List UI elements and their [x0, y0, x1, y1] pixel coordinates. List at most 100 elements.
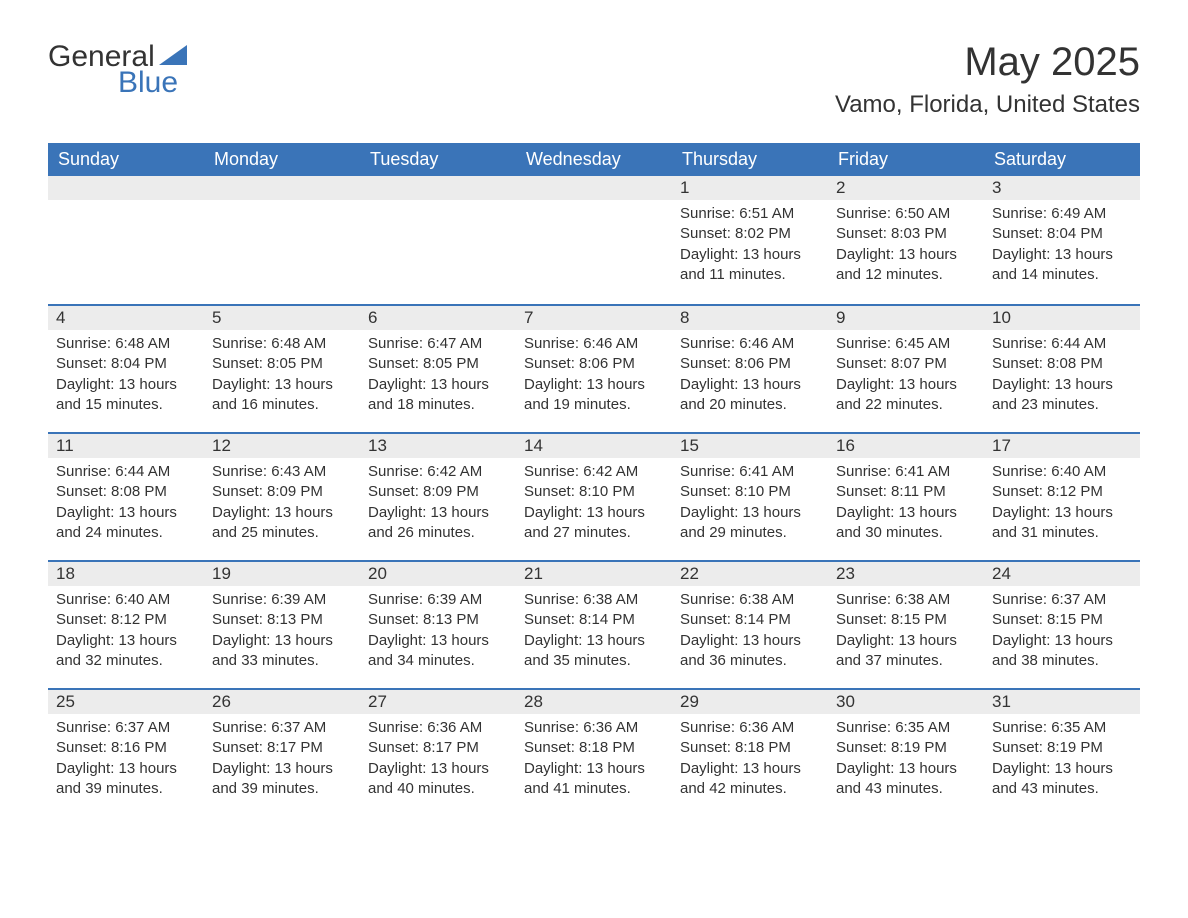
sunrise-line: Sunrise: 6:37 AM — [56, 718, 196, 738]
day-body: Sunrise: 6:44 AMSunset: 8:08 PMDaylight:… — [48, 458, 204, 551]
daylight-line: Daylight: 13 hours and 37 minutes. — [836, 631, 976, 672]
calendar-cell: 31Sunrise: 6:35 AMSunset: 8:19 PMDayligh… — [984, 688, 1140, 816]
calendar-cell: 7Sunrise: 6:46 AMSunset: 8:06 PMDaylight… — [516, 304, 672, 432]
day-body: Sunrise: 6:37 AMSunset: 8:16 PMDaylight:… — [48, 714, 204, 807]
calendar-cell — [360, 176, 516, 304]
calendar-cell: 19 Sunrise: 6:39 AMSunset: 8:13 PMDayligh… — [204, 560, 360, 688]
sunrise-line: Sunrise: 6:36 AM — [680, 718, 820, 738]
day-body: Sunrise: 6:38 AMSunset: 8:15 PMDaylight:… — [828, 586, 984, 679]
day-number: 10 — [984, 304, 1140, 330]
sunrise-line: Sunrise: 6:48 AM — [212, 334, 352, 354]
calendar-cell: 23Sunrise: 6:38 AMSunset: 8:15 PMDayligh… — [828, 560, 984, 688]
day-number: 19 — [204, 560, 360, 586]
empty-day-bar — [48, 176, 204, 200]
day-body: Sunrise: 6:38 AMSunset: 8:14 PMDaylight:… — [516, 586, 672, 679]
sunrise-line: Sunrise: 6:40 AM — [992, 462, 1132, 482]
sunrise-line: Sunrise: 6:37 AM — [212, 718, 352, 738]
calendar-cell: 10Sunrise: 6:44 AMSunset: 8:08 PMDayligh… — [984, 304, 1140, 432]
sunrise-line: Sunrise: 6:41 AM — [680, 462, 820, 482]
sunrise-line: Sunrise: 6:38 AM — [524, 590, 664, 610]
daylight-line: Daylight: 13 hours and 39 minutes. — [56, 759, 196, 800]
weekday-header: Thursday — [672, 143, 828, 176]
daylight-line: Daylight: 13 hours and 43 minutes. — [992, 759, 1132, 800]
weekday-header: Wednesday — [516, 143, 672, 176]
day-body: Sunrise: 6:46 AMSunset: 8:06 PMDaylight:… — [672, 330, 828, 423]
page-header: General Blue May 2025 Vamo, Florida, Uni… — [48, 40, 1140, 119]
day-number: 17 — [984, 432, 1140, 458]
calendar-table: SundayMondayTuesdayWednesdayThursdayFrid… — [48, 143, 1140, 816]
calendar-header-row: SundayMondayTuesdayWednesdayThursdayFrid… — [48, 143, 1140, 176]
day-body: Sunrise: 6:49 AMSunset: 8:04 PMDaylight:… — [984, 200, 1140, 293]
day-body: Sunrise: 6:48 AMSunset: 8:05 PMDaylight:… — [204, 330, 360, 423]
sunset-line: Sunset: 8:19 PM — [992, 738, 1132, 758]
calendar-cell — [204, 176, 360, 304]
weekday-header: Tuesday — [360, 143, 516, 176]
daylight-line: Daylight: 13 hours and 33 minutes. — [212, 631, 352, 672]
weekday-header: Friday — [828, 143, 984, 176]
sunset-line: Sunset: 8:13 PM — [212, 610, 352, 630]
day-number: 30 — [828, 688, 984, 714]
day-number: 3 — [984, 176, 1140, 200]
sunrise-line: Sunrise: 6:39 AM — [368, 590, 508, 610]
day-body: Sunrise: 6:39 AMSunset: 8:13 PMDaylight:… — [360, 586, 516, 679]
daylight-line: Daylight: 13 hours and 16 minutes. — [212, 375, 352, 416]
sunset-line: Sunset: 8:18 PM — [680, 738, 820, 758]
logo: General Blue — [48, 40, 187, 100]
logo-text-blue: Blue — [118, 66, 178, 100]
sunrise-line: Sunrise: 6:39 AM — [212, 590, 352, 610]
calendar-cell: 14Sunrise: 6:42 AMSunset: 8:10 PMDayligh… — [516, 432, 672, 560]
sunrise-line: Sunrise: 6:40 AM — [56, 590, 196, 610]
weekday-header: Saturday — [984, 143, 1140, 176]
sunrise-line: Sunrise: 6:35 AM — [992, 718, 1132, 738]
sunrise-line: Sunrise: 6:42 AM — [524, 462, 664, 482]
daylight-line: Daylight: 13 hours and 30 minutes. — [836, 503, 976, 544]
sunset-line: Sunset: 8:09 PM — [212, 482, 352, 502]
daylight-line: Daylight: 13 hours and 43 minutes. — [836, 759, 976, 800]
sunset-line: Sunset: 8:17 PM — [212, 738, 352, 758]
weekday-header: Monday — [204, 143, 360, 176]
sunset-line: Sunset: 8:12 PM — [992, 482, 1132, 502]
day-body: Sunrise: 6:36 AMSunset: 8:18 PMDaylight:… — [516, 714, 672, 807]
empty-day-bar — [204, 176, 360, 200]
daylight-line: Daylight: 13 hours and 32 minutes. — [56, 631, 196, 672]
daylight-line: Daylight: 13 hours and 34 minutes. — [368, 631, 508, 672]
calendar-cell: 12Sunrise: 6:43 AMSunset: 8:09 PMDayligh… — [204, 432, 360, 560]
sunset-line: Sunset: 8:06 PM — [524, 354, 664, 374]
sunset-line: Sunset: 8:12 PM — [56, 610, 196, 630]
sunset-line: Sunset: 8:06 PM — [680, 354, 820, 374]
day-body: Sunrise: 6:45 AMSunset: 8:07 PMDaylight:… — [828, 330, 984, 423]
day-body: Sunrise: 6:43 AMSunset: 8:09 PMDaylight:… — [204, 458, 360, 551]
daylight-line: Daylight: 13 hours and 39 minutes. — [212, 759, 352, 800]
day-number: 5 — [204, 304, 360, 330]
calendar-cell: 1Sunrise: 6:51 AMSunset: 8:02 PMDaylight… — [672, 176, 828, 304]
sunrise-line: Sunrise: 6:46 AM — [524, 334, 664, 354]
sunset-line: Sunset: 8:17 PM — [368, 738, 508, 758]
day-body: Sunrise: 6:42 AMSunset: 8:09 PMDaylight:… — [360, 458, 516, 551]
day-number: 6 — [360, 304, 516, 330]
sunset-line: Sunset: 8:11 PM — [836, 482, 976, 502]
day-number: 24 — [984, 560, 1140, 586]
day-body: Sunrise: 6:35 AMSunset: 8:19 PMDaylight:… — [984, 714, 1140, 807]
day-number: 28 — [516, 688, 672, 714]
day-number: 8 — [672, 304, 828, 330]
month-title: May 2025 — [835, 40, 1140, 85]
day-body: Sunrise: 6:44 AMSunset: 8:08 PMDaylight:… — [984, 330, 1140, 423]
day-body: Sunrise: 6:37 AMSunset: 8:17 PMDaylight:… — [204, 714, 360, 807]
calendar-cell: 18Sunrise: 6:40 AMSunset: 8:12 PMDayligh… — [48, 560, 204, 688]
calendar-cell: 6Sunrise: 6:47 AMSunset: 8:05 PMDaylight… — [360, 304, 516, 432]
weekday-header: Sunday — [48, 143, 204, 176]
sunset-line: Sunset: 8:08 PM — [56, 482, 196, 502]
day-body: Sunrise: 6:50 AMSunset: 8:03 PMDaylight:… — [828, 200, 984, 293]
sunset-line: Sunset: 8:18 PM — [524, 738, 664, 758]
daylight-line: Daylight: 13 hours and 24 minutes. — [56, 503, 196, 544]
sunrise-line: Sunrise: 6:42 AM — [368, 462, 508, 482]
day-body: Sunrise: 6:36 AMSunset: 8:17 PMDaylight:… — [360, 714, 516, 807]
sunrise-line: Sunrise: 6:47 AM — [368, 334, 508, 354]
calendar-week-row: 1Sunrise: 6:51 AMSunset: 8:02 PMDaylight… — [48, 176, 1140, 304]
calendar-body: 1Sunrise: 6:51 AMSunset: 8:02 PMDaylight… — [48, 176, 1140, 816]
day-number: 11 — [48, 432, 204, 458]
daylight-line: Daylight: 13 hours and 18 minutes. — [368, 375, 508, 416]
sunset-line: Sunset: 8:14 PM — [680, 610, 820, 630]
calendar-cell: 13Sunrise: 6:42 AMSunset: 8:09 PMDayligh… — [360, 432, 516, 560]
day-number: 2 — [828, 176, 984, 200]
